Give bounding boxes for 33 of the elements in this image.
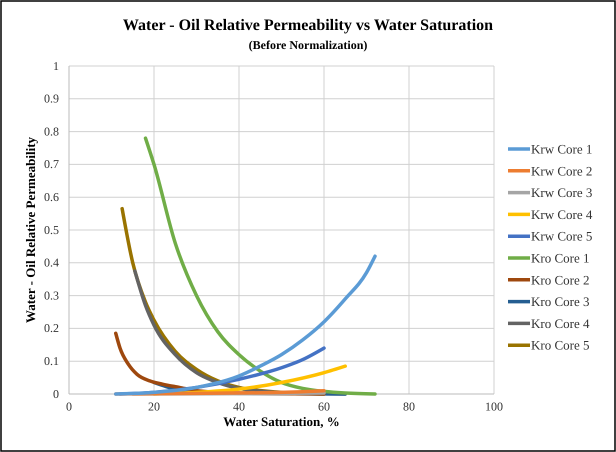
legend-label: Kro Core 5 — [531, 338, 590, 353]
legend-label: Kro Core 3 — [531, 294, 590, 310]
x-tick-label: 40 — [233, 400, 245, 414]
y-tick-label: 1 — [53, 58, 59, 73]
legend-label: Krw Core 2 — [531, 163, 592, 178]
y-tick-label: 0.8 — [44, 124, 59, 138]
y-tick-label: 0.6 — [44, 190, 59, 204]
y-tick-label: 0.5 — [44, 222, 59, 237]
x-tick-label: 20 — [148, 400, 160, 414]
y-tick-label: 0.4 — [44, 256, 59, 270]
line-series — [114, 254, 377, 396]
x-tick-label: 60 — [318, 400, 330, 414]
legend-label: Krw Core 1 — [531, 142, 592, 156]
x-tick-label: 0 — [66, 400, 72, 414]
y-tick-label: 0.3 — [44, 288, 59, 302]
x-axis-title: Water Saturation, % — [223, 414, 340, 429]
y-tick-label: 0.9 — [44, 92, 59, 106]
line-series — [144, 136, 377, 396]
y-tick-label: 0.7 — [44, 157, 59, 172]
y-tick-label: 0.2 — [44, 321, 59, 336]
y-tick-label: 0 — [53, 386, 59, 401]
x-tick-label: 80 — [403, 400, 415, 414]
y-axis-title: Water - Oil Relative Permeability — [23, 136, 38, 324]
legend-label: Krw Core 4 — [531, 206, 593, 222]
legend-label: Kro Core 1 — [531, 250, 590, 266]
legend-label: Krw Core 3 — [531, 185, 592, 200]
chart-subtitle: (Before Normalization) — [248, 38, 368, 52]
legend-label: Kro Core 2 — [531, 272, 590, 288]
legend-label: Kro Core 4 — [531, 316, 590, 331]
legend-label: Krw Core 5 — [531, 228, 592, 244]
y-tick-label: 0.1 — [44, 354, 59, 368]
chart-title: Water - Oil Relative Permeability vs Water Saturation — [122, 17, 494, 34]
x-tick-label: 100 — [485, 400, 503, 414]
